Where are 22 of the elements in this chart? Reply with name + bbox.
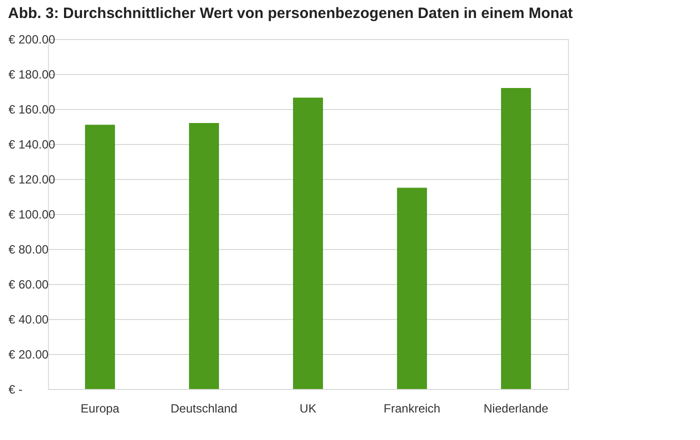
bar [501,88,531,389]
bar [397,188,427,389]
y-tick-label: € 200.00 [8,32,56,46]
x-tick-label: UK [300,402,316,416]
x-tick-label: Frankreich [384,402,440,416]
x-tick-label: Europa [80,402,120,416]
x-tick-label: Deutschland [170,402,238,416]
y-tick-label: € 60.00 [8,278,49,292]
y-tick-label: € 80.00 [8,242,49,256]
y-tick-label: € 120.00 [8,172,56,186]
y-tick-label: € 100.00 [8,208,56,222]
y-tick-label: € 140.00 [8,138,56,152]
x-tick-label: Niederlande [484,402,549,416]
y-tick-label: € 20.00 [8,348,49,362]
y-tick-label: € 40.00 [8,312,49,326]
y-tick-label: € - [8,382,23,396]
bar [293,98,323,389]
bar [189,123,219,389]
bar [85,124,115,389]
y-tick-label: € 160.00 [8,102,56,116]
y-tick-label: € 180.00 [8,68,56,82]
chart-title: Abb. 3: Durchschnittlicher Wert von personenbezogenen Daten in einem Monat [8,5,573,22]
